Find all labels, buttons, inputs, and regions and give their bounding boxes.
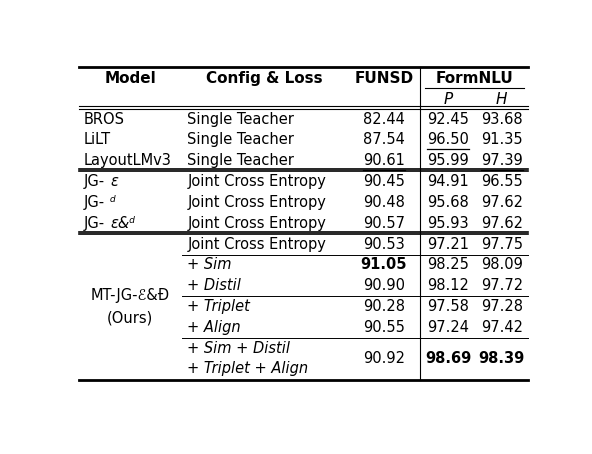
Text: + Sim: + Sim <box>187 257 232 272</box>
Text: 96.50: 96.50 <box>427 133 469 148</box>
Text: 97.39: 97.39 <box>481 153 523 168</box>
Text: 98.39: 98.39 <box>479 351 525 366</box>
Text: 97.58: 97.58 <box>427 299 469 314</box>
Text: JG-: JG- <box>84 195 105 210</box>
Text: Config & Loss: Config & Loss <box>206 71 323 86</box>
Text: FUNSD: FUNSD <box>354 71 413 86</box>
Text: 90.90: 90.90 <box>363 278 405 293</box>
Text: ᵈ: ᵈ <box>110 195 116 210</box>
Text: Joint Cross Entropy: Joint Cross Entropy <box>187 216 326 231</box>
Text: 95.93: 95.93 <box>427 216 469 231</box>
Text: + Align: + Align <box>187 320 241 335</box>
Text: P: P <box>443 93 452 108</box>
Text: + Triplet: + Triplet <box>187 299 250 314</box>
Text: ε&ᵈ: ε&ᵈ <box>110 216 136 231</box>
Text: Joint Cross Entropy: Joint Cross Entropy <box>187 237 326 252</box>
Text: LayoutLMv3: LayoutLMv3 <box>84 153 172 168</box>
Text: 97.28: 97.28 <box>481 299 523 314</box>
Text: 98.09: 98.09 <box>481 257 523 272</box>
Text: JG-: JG- <box>84 216 105 231</box>
Text: 97.62: 97.62 <box>481 195 523 210</box>
Text: ε: ε <box>110 174 118 189</box>
Text: + Distil: + Distil <box>187 278 241 293</box>
Text: 93.68: 93.68 <box>481 112 523 127</box>
Text: LiLT: LiLT <box>84 133 111 148</box>
Text: Joint Cross Entropy: Joint Cross Entropy <box>187 195 326 210</box>
Text: H: H <box>496 93 507 108</box>
Text: 97.62: 97.62 <box>481 216 523 231</box>
Text: Single Teacher: Single Teacher <box>187 133 294 148</box>
Text: 97.21: 97.21 <box>427 237 469 252</box>
Text: 94.91: 94.91 <box>427 174 469 189</box>
Text: Model: Model <box>104 71 156 86</box>
Text: 95.99: 95.99 <box>427 153 469 168</box>
Text: 97.24: 97.24 <box>427 320 469 335</box>
Text: 87.54: 87.54 <box>363 133 404 148</box>
Text: 90.45: 90.45 <box>363 174 404 189</box>
Text: BROS: BROS <box>84 112 125 127</box>
Text: 90.53: 90.53 <box>363 237 404 252</box>
Text: 98.69: 98.69 <box>425 351 471 366</box>
Text: 90.61: 90.61 <box>363 153 404 168</box>
Text: 97.42: 97.42 <box>481 320 523 335</box>
Text: 92.45: 92.45 <box>427 112 469 127</box>
Text: 98.12: 98.12 <box>427 278 469 293</box>
Text: Single Teacher: Single Teacher <box>187 112 294 127</box>
Text: 97.75: 97.75 <box>481 237 523 252</box>
Text: 82.44: 82.44 <box>363 112 404 127</box>
Text: 96.55: 96.55 <box>481 174 523 189</box>
Text: 90.55: 90.55 <box>363 320 404 335</box>
Text: 97.72: 97.72 <box>481 278 523 293</box>
Text: 90.48: 90.48 <box>363 195 404 210</box>
Text: JG-: JG- <box>84 174 105 189</box>
Text: 91.05: 91.05 <box>361 257 407 272</box>
Text: 98.25: 98.25 <box>427 257 469 272</box>
Text: 91.35: 91.35 <box>481 133 523 148</box>
Text: FormNLU: FormNLU <box>436 71 513 86</box>
Text: 90.28: 90.28 <box>363 299 405 314</box>
Text: 95.68: 95.68 <box>427 195 469 210</box>
Text: Joint Cross Entropy: Joint Cross Entropy <box>187 174 326 189</box>
Text: Single Teacher: Single Teacher <box>187 153 294 168</box>
Text: + Triplet + Align: + Triplet + Align <box>187 361 308 376</box>
Text: 90.57: 90.57 <box>363 216 405 231</box>
Text: 90.92: 90.92 <box>363 351 405 366</box>
Text: MT-JG-ℰ&Đ
(Ours): MT-JG-ℰ&Đ (Ours) <box>91 288 170 325</box>
Text: + Sim + Distil: + Sim + Distil <box>187 341 290 356</box>
